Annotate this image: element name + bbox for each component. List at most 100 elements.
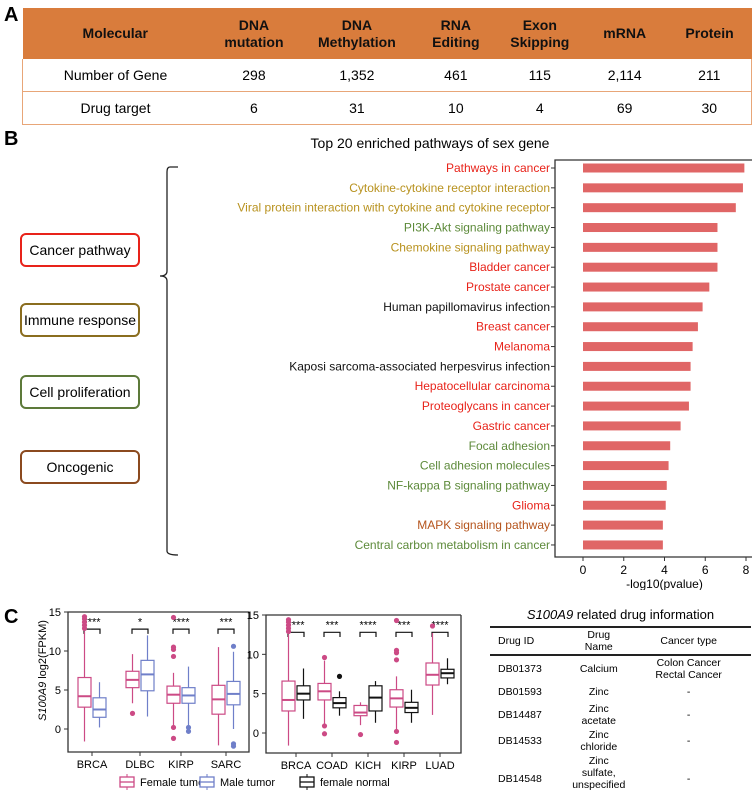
- cell: DB14533: [498, 735, 542, 747]
- significance-stars: ****: [431, 619, 449, 631]
- box-female-normal: [404, 689, 419, 723]
- table-header-row: Molecular DNA mutation DNA Methylation R…: [22, 8, 752, 59]
- x-tick-label: 8: [743, 563, 750, 577]
- cell: Number of Gene: [21, 59, 208, 92]
- x-tick-label: 4: [661, 563, 668, 577]
- cell: 10: [413, 91, 498, 125]
- pathway-label: Cytokine-cytokine receptor interaction: [349, 181, 550, 195]
- outlier: [285, 617, 292, 623]
- x-tick-label: 6: [702, 563, 709, 577]
- outlier: [336, 673, 343, 679]
- header-cell: DNA mutation: [207, 8, 300, 59]
- outlier: [129, 710, 136, 716]
- y-axis-label: S100A9 log2(FPKM): [37, 620, 49, 721]
- y-tick-label: 5: [55, 685, 61, 697]
- box-male-tumor: [181, 666, 196, 734]
- category-label: Oncogenic: [46, 459, 114, 475]
- bar-11: [583, 361, 691, 371]
- box-female-tumor: [389, 617, 404, 746]
- title-text: related drug information: [573, 607, 715, 622]
- molecular-table: Molecular DNA mutation DNA Methylation R…: [21, 8, 752, 125]
- outlier: [321, 731, 328, 737]
- box: [281, 680, 296, 712]
- x-tick-label: SARC: [211, 759, 242, 771]
- significance-bracket: [172, 628, 190, 634]
- outlier: [429, 623, 436, 629]
- drug-row: DB14533 Zinc chloride -: [490, 728, 751, 754]
- bar-16: [583, 461, 669, 471]
- outlier: [393, 617, 400, 624]
- outlier: [393, 650, 400, 656]
- cell: Colon Cancer Rectal Cancer: [655, 657, 722, 681]
- cell: DB14548: [490, 754, 572, 791]
- pathway-bar-chart: Top 20 enriched pathways of sex gene Path…: [159, 135, 752, 590]
- cell: -: [686, 686, 691, 698]
- chart-title: Top 20 enriched pathways of sex gene: [311, 135, 550, 151]
- box-female-normal: [332, 673, 347, 716]
- cell: 69: [581, 91, 668, 125]
- header-cell: Drug ID: [490, 626, 572, 656]
- y-axis-unit: log2(FPKM): [37, 620, 49, 679]
- box-female-normal: [296, 668, 311, 719]
- significance-stars: ****: [359, 619, 377, 631]
- cell: 1,352: [299, 59, 414, 92]
- significance-stars: ****: [83, 616, 101, 628]
- bar-14: [583, 421, 681, 431]
- pathway-label: PI3K-Akt signaling pathway: [404, 221, 550, 235]
- header-cell: Cancer type: [626, 626, 751, 656]
- x-tick-label: 2: [620, 563, 627, 577]
- pathway-label: Chemokine signaling pathway: [391, 240, 550, 254]
- cell: Drug target: [21, 91, 208, 125]
- cell: DB01593: [498, 686, 542, 698]
- cell: 4: [497, 91, 582, 125]
- plot-frame: [67, 611, 250, 753]
- box-male-tumor: [140, 635, 155, 717]
- bar-1: [583, 163, 745, 173]
- box: [92, 697, 107, 718]
- y-tick-label: 15: [49, 607, 61, 619]
- box-female-tumor: [77, 614, 92, 742]
- box-female-normal: [440, 658, 455, 685]
- pathway-label: Melanoma: [494, 340, 550, 354]
- panel-label-a: A: [4, 4, 19, 26]
- significance-stars: ****: [287, 619, 305, 631]
- bar-4: [583, 223, 718, 233]
- box-female-tumor: [317, 654, 332, 737]
- outlier: [230, 643, 237, 649]
- pathway-label: Pathways in cancer: [446, 161, 550, 175]
- header-cell: DNA Methylation: [299, 8, 414, 59]
- cell: DB01373: [498, 663, 542, 675]
- pathway-label: NF-kappa B signaling pathway: [387, 478, 550, 492]
- box: [140, 659, 155, 692]
- gene-name: S100A9: [37, 682, 49, 721]
- outlier: [185, 728, 192, 734]
- outlier: [393, 657, 400, 663]
- plot-frame: [265, 614, 462, 754]
- outlier: [230, 743, 237, 749]
- y-tick-label: 5: [253, 689, 259, 701]
- cell: -: [626, 754, 751, 791]
- x-tick-label: COAD: [316, 760, 348, 772]
- drug-row: DB01593 Zinc -: [490, 682, 751, 702]
- category-label: Immune response: [23, 312, 137, 328]
- bar-8: [583, 302, 703, 312]
- x-tick-label: KIRP: [391, 760, 417, 772]
- legend-label: Male tumor: [220, 777, 275, 789]
- brace: [159, 166, 179, 556]
- cell: 461: [413, 59, 498, 92]
- boxplot-charts: 0 5 10 15 BRCA **** DLBC * KIRP **** SARC *** 0 5 10 15…: [37, 607, 462, 790]
- header-cell: Protein: [667, 8, 752, 59]
- pathway-label: Bladder cancer: [469, 260, 550, 274]
- cell: Zinc sulfate, unspecified form: [571, 754, 627, 791]
- drug-table-header: Drug ID Drug Name Cancer type: [490, 626, 751, 656]
- box-female-tumor: [281, 617, 296, 746]
- box-female-tumor: [166, 614, 181, 741]
- drug-table: Drug ID Drug Name Cancer type DB01373 Cal…: [490, 626, 751, 791]
- x-axis-label: -log10(pvalue): [626, 577, 703, 590]
- outlier: [170, 646, 177, 653]
- legend-item: female normal: [299, 774, 390, 790]
- y-tick-label: 10: [49, 646, 61, 658]
- header-cell: Exon Skipping: [497, 8, 582, 59]
- legend-label: Female tumor: [140, 777, 208, 789]
- header-cell: mRNA: [581, 8, 668, 59]
